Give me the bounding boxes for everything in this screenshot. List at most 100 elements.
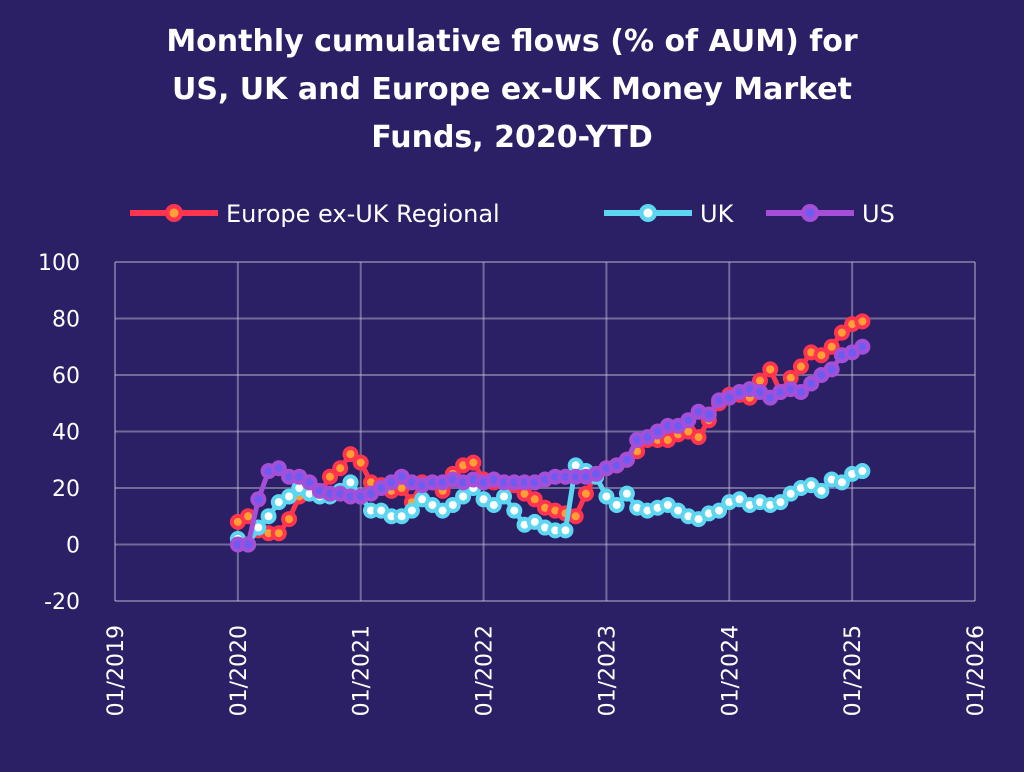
- data-point-center: [663, 500, 672, 509]
- data-point-center: [848, 348, 857, 357]
- data-point-center: [715, 506, 724, 515]
- data-point-center: [848, 320, 857, 329]
- data-point-center: [428, 500, 437, 509]
- data-point-center: [663, 421, 672, 430]
- data-point-center: [428, 478, 437, 487]
- y-tick-label: 20: [52, 477, 80, 502]
- data-point-center: [479, 478, 488, 487]
- data-point-center: [561, 472, 570, 481]
- x-tick-label: 01/2020: [227, 625, 252, 716]
- data-point-center: [837, 328, 846, 337]
- data-point-center: [377, 484, 386, 492]
- data-point-center: [336, 464, 345, 473]
- data-point-center: [827, 475, 836, 484]
- data-point-center: [274, 498, 283, 507]
- y-tick-label: 40: [52, 421, 80, 446]
- data-point-center: [500, 478, 509, 487]
- data-point-center: [295, 472, 304, 481]
- legend-marker-center: [169, 208, 179, 218]
- data-point-center: [817, 486, 826, 495]
- data-point-center: [735, 495, 744, 504]
- data-point-center: [581, 472, 590, 481]
- data-point-center: [510, 506, 519, 515]
- x-tick-label: 01/2026: [964, 625, 989, 716]
- data-point-center: [612, 461, 621, 470]
- data-point-center: [520, 520, 529, 529]
- data-point-center: [817, 351, 826, 360]
- y-tick-label: 0: [66, 534, 80, 559]
- data-point-center: [418, 481, 427, 490]
- data-point-center: [745, 500, 754, 509]
- data-point-center: [366, 489, 375, 498]
- data-point-center: [622, 455, 631, 464]
- data-point-center: [510, 478, 519, 487]
- data-point-center: [305, 489, 314, 498]
- data-point-center: [848, 469, 857, 478]
- data-point-center: [274, 464, 283, 473]
- title-line-2: US, UK and Europe ex-UK Money Market: [172, 72, 852, 107]
- data-point-center: [684, 416, 693, 425]
- x-tick-label: 01/2023: [595, 625, 620, 716]
- data-point-center: [612, 500, 621, 509]
- gridlines: [114, 261, 976, 602]
- data-point-center: [233, 540, 242, 549]
- y-tick-label: 100: [38, 251, 80, 276]
- data-point-center: [581, 489, 590, 498]
- data-point-center: [858, 342, 867, 351]
- data-point-center: [346, 450, 355, 459]
- data-point-center: [530, 495, 539, 504]
- data-point-center: [796, 484, 805, 492]
- data-point-center: [858, 317, 867, 326]
- data-point-center: [541, 475, 549, 484]
- data-point-center: [459, 478, 468, 487]
- data-point-center: [735, 387, 744, 396]
- data-point-center: [633, 503, 642, 512]
- legend-item: Europe ex-UK Regional: [130, 200, 500, 228]
- data-point-center: [551, 472, 560, 481]
- x-tick-label: 01/2022: [473, 625, 498, 716]
- data-point-center: [766, 365, 775, 374]
- data-point-center: [643, 433, 652, 442]
- legend-label: US: [862, 200, 895, 228]
- data-point-center: [807, 481, 816, 490]
- data-point-center: [500, 492, 509, 501]
- data-point-center: [315, 486, 324, 495]
- data-point-center: [336, 489, 345, 498]
- legend-label: Europe ex-UK Regional: [226, 200, 500, 228]
- data-point-center: [469, 458, 478, 467]
- data-point-center: [264, 467, 273, 476]
- data-point-center: [602, 492, 611, 501]
- data-point-center: [684, 512, 693, 521]
- legend-marker-center: [805, 208, 815, 218]
- data-point-center: [745, 385, 754, 394]
- data-point-center: [326, 472, 334, 481]
- data-point-center: [448, 500, 457, 509]
- x-axis: 01/2019 01/2020 01/2021 01/2022 01/2023 01/20…: [104, 625, 989, 716]
- data-point-center: [356, 492, 365, 501]
- data-point-center: [756, 498, 764, 507]
- x-tick-label: 01/2024: [718, 625, 743, 716]
- data-point-center: [387, 478, 396, 487]
- data-point-center: [285, 492, 294, 501]
- data-point-center: [459, 461, 468, 470]
- data-point-center: [346, 478, 355, 487]
- data-point-center: [541, 523, 549, 532]
- data-point-center: [397, 472, 406, 481]
- data-point-center: [704, 410, 713, 419]
- x-tick-label: 01/2021: [350, 625, 375, 716]
- data-point-center: [285, 472, 294, 481]
- data-point-center: [725, 393, 734, 402]
- data-point-center: [530, 478, 539, 487]
- data-point-center: [622, 489, 631, 498]
- data-point-center: [264, 529, 273, 538]
- data-point-center: [827, 342, 836, 351]
- data-point-center: [571, 512, 580, 521]
- data-point-center: [766, 500, 775, 509]
- series-us: [229, 338, 871, 553]
- data-point-center: [653, 427, 662, 436]
- data-point-center: [694, 515, 703, 524]
- data-point-center: [551, 506, 560, 515]
- legend-item: UK: [604, 200, 735, 228]
- data-point-center: [489, 475, 498, 484]
- x-tick-label: 01/2025: [841, 625, 866, 716]
